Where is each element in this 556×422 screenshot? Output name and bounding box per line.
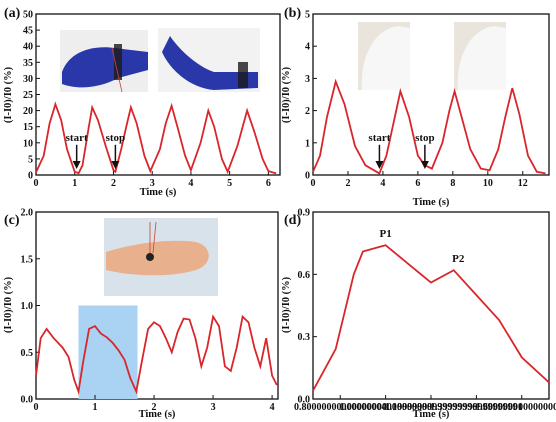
y-tick-label: 0 (28, 171, 33, 182)
x-tick-label: 3 (211, 402, 216, 413)
glove-photo-bent (158, 28, 260, 92)
x-axis-label: Time (s) (139, 409, 176, 420)
arrowhead-start (375, 161, 384, 169)
x-tick-label: 4 (380, 178, 385, 189)
y-tick-label: 0.6 (298, 270, 311, 281)
panel-c: (c) Time (s) (I-I0)/I0 (%) 0 1 2 3 4 0.0 0.5 1.… (3, 208, 279, 420)
y-tick-label: 4 (305, 42, 310, 53)
plot-frame (312, 13, 550, 176)
y-axis-label: (I-I0)/I0 (%) (281, 276, 292, 333)
y-tick-label: 1 (305, 138, 310, 149)
y-tick-label: 0.3 (298, 332, 311, 343)
x-tick-label: 1.39999999999999991 (430, 402, 523, 413)
peak-label-p2: P2 (452, 253, 465, 265)
annotation-start: start (66, 132, 88, 144)
annotation-start: start (368, 132, 390, 144)
y-tick-label: 50 (23, 10, 33, 21)
y-tick-label: 5 (305, 10, 310, 21)
series-line (35, 314, 278, 396)
shoulder-photo-2 (454, 22, 506, 90)
y-tick-label: 0.5 (21, 348, 34, 359)
shoulder-photo-1 (358, 22, 410, 90)
x-axis-label: Time (s) (413, 197, 450, 208)
panel-a: (a) Time (s) (I-I0)/I0 (%) 0 1 2 3 4 5 6051015… (3, 6, 281, 198)
panel-d: (d) Time (s) (I-I0)/I0 (%) 0.80000000000… (281, 208, 556, 421)
y-tick-label: 20 (23, 106, 33, 117)
x-tick-label: 6 (266, 178, 271, 189)
annotation-stop: stop (106, 132, 126, 144)
y-tick-label: 10 (23, 138, 33, 149)
y-tick-label: 2 (305, 106, 310, 117)
x-tick-label: 1.60000000000000009 (476, 402, 556, 413)
y-tick-label: 45 (23, 26, 33, 37)
x-tick-label: 1 (93, 402, 98, 413)
plot-frame (312, 211, 550, 400)
series-line (312, 244, 550, 392)
y-tick-label: 15 (23, 122, 33, 133)
y-tick-label: 0.0 (298, 395, 311, 406)
panel-label: (b) (284, 6, 301, 21)
x-tick-label: 0.80000000000000004 (294, 402, 387, 413)
x-tick-label: 1.19999999999999996 (385, 402, 478, 413)
x-tick-label: 5 (227, 178, 232, 189)
x-tick-label: 2 (345, 178, 350, 189)
peak-label-p1: P1 (379, 228, 391, 240)
y-tick-label: 3 (305, 74, 310, 85)
series-line (35, 101, 277, 175)
x-tick-label: 4 (270, 402, 275, 413)
y-tick-label: 5 (28, 154, 33, 165)
y-tick-label: 30 (23, 74, 33, 85)
y-tick-label: 0.0 (21, 395, 34, 406)
x-tick-label: 4 (188, 178, 193, 189)
arrowhead-stop (420, 161, 429, 169)
x-tick-label: 0 (34, 178, 39, 189)
series-line (312, 78, 546, 175)
wrist-pulse-photo (104, 218, 218, 296)
y-axis-label: (I-I0)/I0 (%) (3, 66, 14, 123)
y-axis-label: (I-I0)/I0 (%) (3, 276, 14, 333)
highlight-region (78, 305, 138, 399)
y-tick-label: 25 (23, 90, 33, 101)
arrowhead-start (72, 161, 81, 169)
panel-b: (b) Time (s) (I-I0)/I0 (%) 0 2 4 6 8 10 120123… (281, 6, 550, 208)
x-axis-label: Time (s) (413, 409, 450, 420)
x-tick-label: 2 (111, 178, 116, 189)
panel-label: (a) (4, 6, 21, 21)
x-tick-label: 1 (72, 178, 77, 189)
glove-photo-straight (60, 30, 148, 93)
y-tick-label: 35 (23, 58, 33, 69)
y-tick-label: 0 (305, 171, 310, 182)
x-axis-label: Time (s) (140, 187, 177, 198)
x-tick-label: 0 (311, 178, 316, 189)
annotation-stop: stop (415, 132, 435, 144)
y-tick-label: 40 (23, 42, 33, 53)
x-tick-label: 1.00000000000000000 (339, 402, 432, 413)
x-tick-label: 10 (483, 178, 493, 189)
y-tick-label: 2.0 (21, 208, 34, 219)
panel-label: (c) (4, 213, 20, 228)
y-tick-label: 0.9 (298, 208, 311, 219)
x-tick-label: 3 (150, 178, 155, 189)
x-tick-label: 12 (518, 178, 528, 189)
y-axis-label: (I-I0)/I0 (%) (281, 66, 292, 123)
x-tick-label: 0 (34, 402, 39, 413)
x-tick-label: 8 (450, 178, 455, 189)
y-tick-label: 1.0 (21, 301, 34, 312)
y-tick-label: 1.5 (21, 254, 34, 265)
x-tick-label: 2 (152, 402, 157, 413)
arrowhead-stop (111, 161, 120, 169)
panel-label: (d) (284, 213, 301, 228)
x-tick-label: 6 (415, 178, 420, 189)
